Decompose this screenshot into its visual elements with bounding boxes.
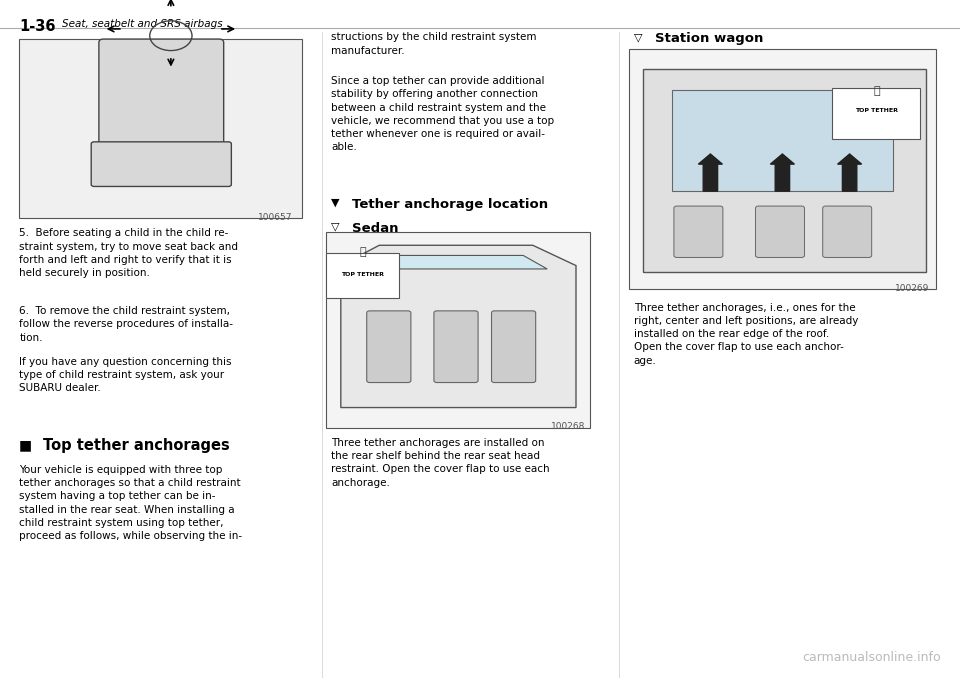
Text: 100268: 100268 [551,422,586,431]
Text: Seat, seatbelt and SRS airbags: Seat, seatbelt and SRS airbags [62,19,223,28]
FancyBboxPatch shape [756,206,804,258]
FancyBboxPatch shape [326,232,590,428]
Text: Top tether anchorages: Top tether anchorages [43,438,230,453]
Text: TOP TETHER: TOP TETHER [342,273,384,277]
FancyBboxPatch shape [19,39,302,218]
Text: ⛺: ⛺ [874,86,879,96]
Polygon shape [341,245,576,407]
Text: TOP TETHER: TOP TETHER [855,108,898,113]
Text: Three tether anchorages, i.e., ones for the
right, center and left positions, ar: Three tether anchorages, i.e., ones for … [634,303,858,365]
FancyBboxPatch shape [629,49,936,290]
FancyBboxPatch shape [326,254,399,298]
Text: Since a top tether can provide additional
stability by offering another connecti: Since a top tether can provide additiona… [331,76,554,153]
FancyBboxPatch shape [674,206,723,258]
Text: ■: ■ [19,438,33,452]
Text: ▽: ▽ [331,222,340,232]
Polygon shape [672,89,893,191]
FancyBboxPatch shape [434,311,478,382]
Text: structions by the child restraint system
manufacturer.: structions by the child restraint system… [331,33,537,56]
Text: 6.  To remove the child restraint system,
follow the reverse procedures of insta: 6. To remove the child restraint system,… [19,306,233,342]
FancyBboxPatch shape [823,206,872,258]
Text: ▽: ▽ [634,33,642,42]
Text: Three tether anchorages are installed on
the rear shelf behind the rear seat hea: Three tether anchorages are installed on… [331,438,550,487]
Text: ⛺: ⛺ [360,247,366,257]
Text: 100269: 100269 [895,284,929,293]
Polygon shape [643,69,926,273]
Text: Sedan: Sedan [352,222,398,235]
Text: 1-36: 1-36 [19,19,56,34]
FancyArrow shape [837,154,861,191]
FancyBboxPatch shape [99,39,224,154]
Text: carmanualsonline.info: carmanualsonline.info [803,652,941,664]
Polygon shape [370,256,547,269]
Text: Tether anchorage location: Tether anchorage location [352,198,548,211]
FancyArrow shape [771,154,795,191]
FancyBboxPatch shape [832,87,920,139]
Text: Your vehicle is equipped with three top
tether anchorages so that a child restra: Your vehicle is equipped with three top … [19,465,242,541]
FancyBboxPatch shape [91,142,231,186]
FancyBboxPatch shape [492,311,536,382]
Text: 5.  Before seating a child in the child re-
straint system, try to move seat bac: 5. Before seating a child in the child r… [19,228,238,278]
Text: Station wagon: Station wagon [655,33,763,45]
Text: 100657: 100657 [258,213,293,222]
Text: ▼: ▼ [331,198,340,208]
FancyBboxPatch shape [367,311,411,382]
FancyArrow shape [699,154,722,191]
Text: If you have any question concerning this
type of child restraint system, ask you: If you have any question concerning this… [19,357,231,393]
